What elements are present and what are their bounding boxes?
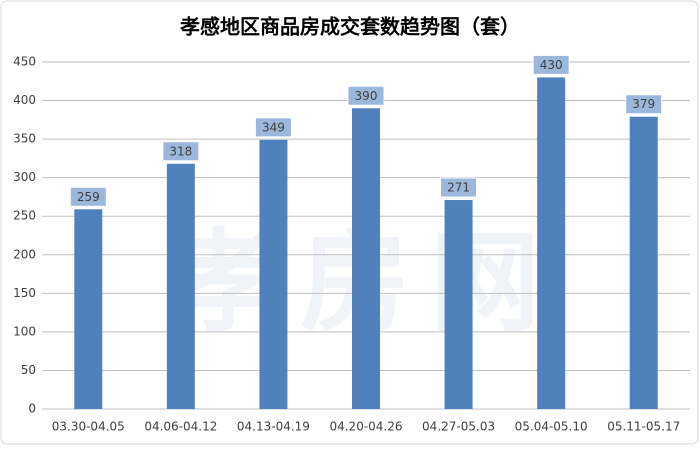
bar	[74, 209, 103, 409]
y-tick-label: 450	[13, 55, 36, 69]
value-label-box	[440, 177, 478, 198]
bar	[537, 77, 566, 409]
x-tick-label: 05.04-05.10	[515, 420, 588, 434]
y-tick-label: 200	[13, 247, 36, 261]
bar	[444, 200, 473, 409]
y-tick-label: 50	[21, 363, 36, 377]
value-label: 379	[632, 97, 655, 111]
x-tick-label: 05.11-05.17	[607, 420, 680, 434]
value-label: 318	[169, 144, 192, 158]
bar	[629, 116, 658, 409]
value-label-box	[254, 117, 292, 138]
value-label: 349	[262, 120, 285, 134]
x-tick-label: 04.27-05.03	[422, 420, 495, 434]
bar	[352, 108, 380, 410]
y-tick-label: 150	[13, 286, 36, 300]
value-label: 271	[447, 181, 470, 195]
y-tick-label: 300	[13, 170, 36, 184]
value-label-box	[69, 186, 107, 207]
y-tick-label: 250	[13, 209, 36, 223]
value-label: 430	[540, 58, 563, 72]
value-label-box	[347, 85, 385, 106]
value-label-box	[162, 141, 200, 162]
value-label: 390	[355, 89, 378, 103]
value-label-box	[625, 94, 663, 115]
y-tick-label: 350	[13, 132, 36, 146]
y-tick-label: 400	[13, 93, 36, 107]
chart-title: 孝感地区商品房成交套数趋势图（套）	[179, 15, 520, 39]
x-tick-label: 04.13-04.19	[237, 420, 310, 434]
bar	[166, 163, 195, 409]
x-tick-label: 04.20-04.26	[329, 420, 402, 434]
x-tick-label: 03.30-04.05	[52, 420, 125, 434]
value-label-box	[532, 54, 570, 75]
bar	[259, 139, 288, 410]
value-label: 259	[77, 190, 100, 204]
x-tick-label: 04.06-04.12	[144, 420, 217, 434]
y-tick-label: 100	[13, 324, 36, 338]
y-tick-label: 0	[28, 402, 36, 416]
